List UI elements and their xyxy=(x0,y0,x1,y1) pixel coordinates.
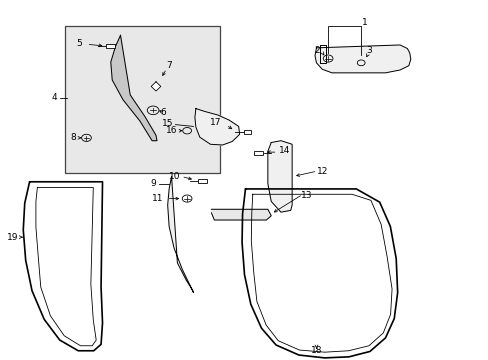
Text: 10: 10 xyxy=(169,172,180,181)
Text: 18: 18 xyxy=(310,346,322,355)
Text: 8: 8 xyxy=(70,133,76,142)
Polygon shape xyxy=(314,45,410,73)
Text: 17: 17 xyxy=(209,118,221,127)
Text: 6: 6 xyxy=(160,108,166,117)
Text: 9: 9 xyxy=(150,179,156,188)
Text: 1: 1 xyxy=(362,18,367,27)
Text: 16: 16 xyxy=(165,126,177,135)
Text: 7: 7 xyxy=(166,61,172,70)
Text: 11: 11 xyxy=(152,194,163,203)
Text: 4: 4 xyxy=(52,93,58,102)
Text: 12: 12 xyxy=(316,167,327,176)
Bar xyxy=(106,44,115,48)
Text: 15: 15 xyxy=(162,119,174,128)
Bar xyxy=(198,179,206,183)
Text: 2: 2 xyxy=(314,46,320,55)
Polygon shape xyxy=(111,35,157,141)
Text: 5: 5 xyxy=(76,39,82,48)
Polygon shape xyxy=(267,141,291,212)
Polygon shape xyxy=(195,109,239,145)
Polygon shape xyxy=(151,82,161,91)
Polygon shape xyxy=(211,209,271,220)
Text: 13: 13 xyxy=(301,190,312,199)
Polygon shape xyxy=(167,176,193,293)
Text: 19: 19 xyxy=(7,233,19,242)
Text: 14: 14 xyxy=(278,146,289,155)
Bar xyxy=(254,151,263,155)
Bar xyxy=(243,130,251,134)
Text: 3: 3 xyxy=(366,46,371,55)
Bar xyxy=(64,26,220,173)
